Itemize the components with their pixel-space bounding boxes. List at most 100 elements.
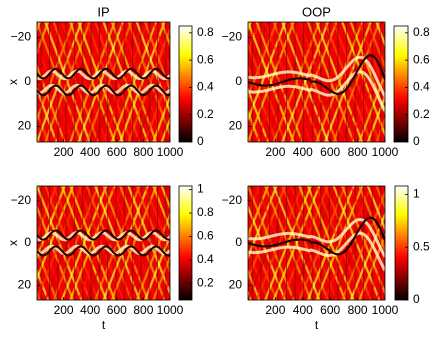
heatmap-texture xyxy=(144,232,170,300)
x-tick-label: 600 xyxy=(320,145,340,159)
heatmap-texture xyxy=(375,22,385,48)
colorbar-tick-label: 0 xyxy=(413,134,420,148)
heatmap-texture xyxy=(37,245,170,257)
heatmap-texture xyxy=(37,84,170,97)
heatmap-texture xyxy=(144,71,170,142)
heatmap-texture xyxy=(135,48,170,142)
colorbar-tick-label: 0.6 xyxy=(197,229,214,243)
x-axis-label: t xyxy=(315,318,319,332)
heatmap-texture xyxy=(358,232,385,300)
panel-title: OOP xyxy=(302,4,331,19)
x-tick-label: 200 xyxy=(265,145,285,159)
colorbar-tick-label: 0.4 xyxy=(197,252,214,266)
x-tick-label: 400 xyxy=(80,303,100,317)
heatmap-texture xyxy=(37,69,170,81)
x-tick-label: 800 xyxy=(348,145,368,159)
heatmap-texture xyxy=(248,70,385,112)
heatmap-texture xyxy=(152,186,170,232)
heatmap-texture xyxy=(135,211,170,300)
x-tick-label: 800 xyxy=(133,145,153,159)
heatmap xyxy=(37,186,170,300)
colorbar-tick-label: 0.8 xyxy=(197,205,214,219)
x-tick-label: 1000 xyxy=(372,303,399,317)
y-tick-label: 20 xyxy=(229,119,243,133)
y-tick-label: 20 xyxy=(18,277,32,291)
heatmap-texture xyxy=(160,186,170,211)
x-tick-label: 800 xyxy=(133,303,153,317)
colorbar-tick-label: 0 xyxy=(413,292,420,306)
heatmap-texture xyxy=(37,229,170,241)
heatmap-texture xyxy=(375,275,385,300)
y-axis-label: x xyxy=(6,79,20,85)
y-tick-label: 20 xyxy=(229,277,243,291)
heatmap xyxy=(248,22,385,142)
colorbar xyxy=(394,185,409,301)
colorbar-tick-label: 0.8 xyxy=(197,25,214,39)
colorbar-tick-label: 0.6 xyxy=(413,52,430,66)
heatmap-texture xyxy=(366,186,385,232)
heatmap-texture xyxy=(37,67,170,80)
heatmap-texture xyxy=(366,93,385,142)
y-tick-label: −20 xyxy=(11,30,32,44)
y-tick-label: 0 xyxy=(24,74,31,88)
x-tick-label: 1000 xyxy=(372,145,399,159)
x-tick-label: 1000 xyxy=(157,145,184,159)
y-tick-label: 0 xyxy=(24,235,31,249)
heatmap-texture xyxy=(160,116,170,142)
heatmap-texture xyxy=(248,55,385,98)
x-tick-label: 400 xyxy=(293,145,313,159)
heatmap-texture xyxy=(375,116,385,142)
heatmap-texture xyxy=(248,54,385,95)
x-tick-label: 200 xyxy=(54,145,74,159)
x-tick-label: 800 xyxy=(348,303,368,317)
x-tick-label: 600 xyxy=(320,303,340,317)
x-tick-label: 600 xyxy=(107,303,127,317)
x-tick-label: 600 xyxy=(107,145,127,159)
heatmap-texture xyxy=(152,254,170,300)
colorbar-tick-label: 0.2 xyxy=(197,276,214,290)
x-axis-label: t xyxy=(102,318,106,332)
y-tick-label: −20 xyxy=(222,193,243,207)
colorbar xyxy=(178,185,193,301)
heatmap-texture xyxy=(349,211,385,300)
heatmap-texture xyxy=(366,22,385,71)
colorbar-tick-label: 0.5 xyxy=(413,239,430,253)
heatmap-texture xyxy=(366,254,385,300)
colorbar xyxy=(178,25,193,143)
colorbar-tick-label: 0.4 xyxy=(413,80,430,94)
heatmap-texture xyxy=(152,93,170,142)
colorbar-tick-label: 0.2 xyxy=(413,107,430,121)
heatmap xyxy=(248,186,385,300)
colorbar-tick-label: 1 xyxy=(413,187,420,201)
heatmap xyxy=(37,22,170,142)
heatmap-texture xyxy=(375,186,385,211)
colorbar-tick-label: 0.8 xyxy=(413,25,430,39)
heatmap-texture xyxy=(248,216,385,256)
colorbar-tick-label: 0 xyxy=(197,134,204,148)
y-tick-label: −20 xyxy=(222,30,243,44)
heatmap-texture xyxy=(248,217,385,258)
heatmap-texture xyxy=(160,275,170,300)
heatmap-texture xyxy=(349,48,385,142)
panel-title: IP xyxy=(97,4,109,19)
colorbar xyxy=(393,25,409,143)
heatmap-texture xyxy=(152,22,170,71)
heatmap-texture xyxy=(358,71,385,142)
y-tick-label: 0 xyxy=(235,235,242,249)
colorbar-tick-label: 1 xyxy=(197,182,204,196)
y-tick-label: 20 xyxy=(18,119,32,133)
x-tick-label: 400 xyxy=(293,303,313,317)
y-tick-label: −20 xyxy=(11,193,32,207)
heatmap-texture xyxy=(37,230,170,242)
x-tick-label: 400 xyxy=(80,145,100,159)
x-tick-label: 1000 xyxy=(157,303,184,317)
y-axis-label: x xyxy=(6,240,20,246)
heatmap-texture xyxy=(160,22,170,48)
colorbar-tick-label: 0.4 xyxy=(197,80,214,94)
heatmap-texture xyxy=(248,231,385,272)
y-tick-label: 0 xyxy=(235,74,242,88)
x-tick-label: 200 xyxy=(54,303,74,317)
colorbar-tick-label: 0.2 xyxy=(197,107,214,121)
x-tick-label: 200 xyxy=(265,303,285,317)
